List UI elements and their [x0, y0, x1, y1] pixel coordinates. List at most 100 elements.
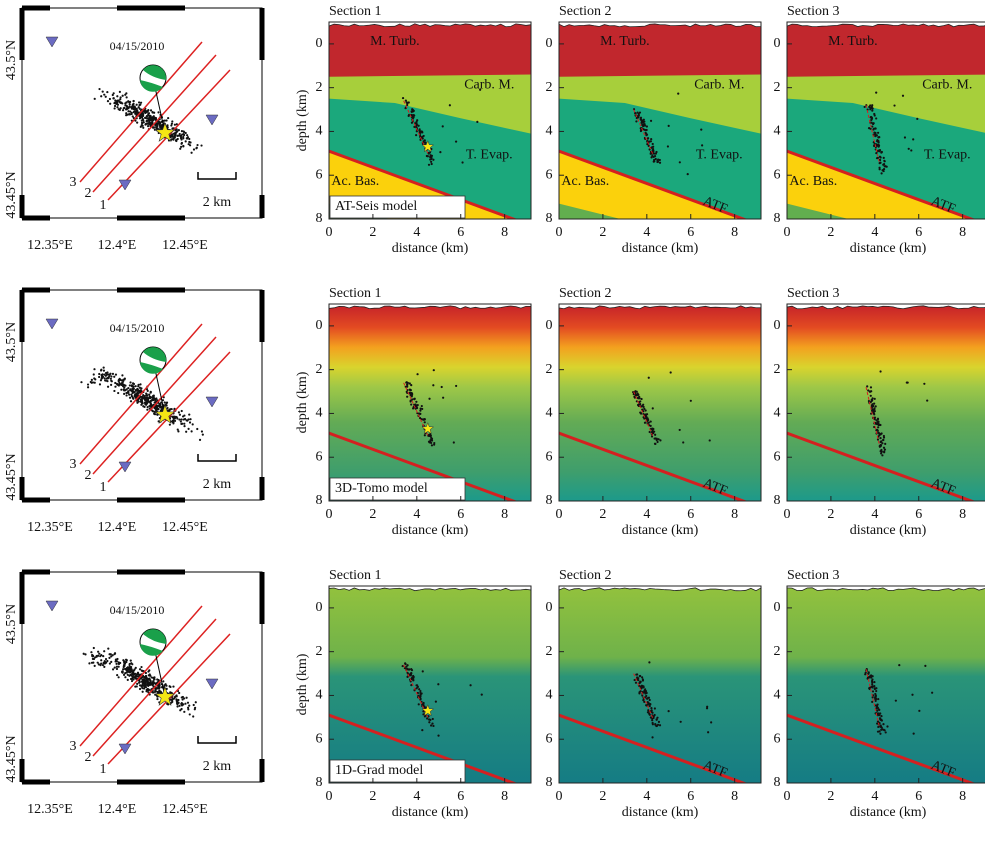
map-event — [174, 134, 177, 137]
event — [883, 451, 886, 454]
map-event — [119, 98, 122, 101]
y-tick-label: 4 — [316, 124, 323, 139]
event — [912, 138, 915, 141]
event — [871, 686, 874, 689]
event — [679, 720, 682, 723]
map-event — [93, 664, 96, 667]
y-tick-label: 2 — [316, 362, 323, 377]
event — [875, 687, 878, 690]
map-event — [200, 430, 204, 433]
map-event — [186, 136, 190, 139]
event — [427, 163, 431, 166]
map-event — [101, 663, 105, 667]
event — [426, 155, 429, 158]
map-event — [149, 682, 152, 685]
map-event — [180, 130, 184, 133]
atf-fault — [559, 713, 748, 783]
layer-label: Carb. M. — [922, 78, 972, 93]
event — [428, 397, 431, 400]
event — [636, 111, 639, 114]
x-tick-label: 8 — [501, 225, 508, 240]
section-title: Section 2 — [559, 4, 612, 19]
event — [641, 678, 644, 681]
event — [658, 158, 661, 162]
event — [407, 114, 410, 117]
map-event — [181, 703, 185, 706]
event — [882, 438, 885, 442]
map-event — [192, 703, 195, 707]
event — [401, 664, 404, 668]
map-event — [149, 390, 152, 393]
layer-label: T. Evap. — [696, 148, 743, 163]
map-event — [117, 676, 120, 679]
x-axis-label: distance (km) — [850, 805, 927, 820]
x-tick-label: 0 — [326, 507, 333, 522]
event — [637, 677, 640, 680]
event — [708, 439, 711, 442]
map-event — [128, 663, 131, 667]
event — [431, 717, 434, 721]
x-tick-label: 0 — [784, 225, 791, 240]
event — [432, 158, 435, 161]
map-event — [147, 112, 151, 115]
event — [869, 394, 872, 397]
event — [873, 680, 876, 684]
event — [419, 407, 422, 410]
lon-tick-label: 12.45°E — [162, 802, 208, 817]
map-event — [146, 405, 149, 409]
plot-frame — [786, 21, 985, 220]
map-event — [141, 682, 144, 685]
x-tick-label: 2 — [369, 507, 376, 522]
event — [410, 403, 413, 406]
map-event — [151, 111, 154, 114]
map-event — [178, 691, 181, 695]
map-event — [104, 95, 107, 98]
event — [883, 729, 886, 732]
event — [635, 120, 638, 123]
map-event — [157, 408, 160, 411]
map-event — [100, 95, 103, 98]
y-tick-label: 2 — [774, 362, 781, 377]
event — [415, 400, 418, 403]
event — [875, 157, 879, 160]
map-event — [135, 103, 138, 106]
map-event — [128, 666, 131, 669]
map-event — [182, 145, 185, 148]
event — [649, 152, 652, 155]
map-event — [160, 124, 163, 127]
map-event — [184, 131, 187, 135]
map-event — [192, 148, 196, 151]
event — [647, 421, 650, 424]
y-tick-label: 4 — [316, 406, 323, 421]
map-event — [91, 654, 95, 657]
event — [880, 715, 883, 718]
layer-red — [787, 22, 985, 77]
map-event — [170, 122, 174, 125]
y-tick-label: 8 — [316, 775, 323, 790]
event — [875, 91, 878, 94]
map-event — [134, 395, 137, 399]
x-tick-label: 8 — [501, 789, 508, 804]
event — [871, 696, 874, 699]
map-event — [186, 419, 189, 422]
map-event — [185, 430, 188, 433]
map-event — [98, 87, 101, 91]
x-axis-label: distance (km) — [392, 523, 469, 538]
map-event — [143, 401, 146, 404]
event — [689, 399, 692, 402]
event — [876, 429, 879, 432]
x-axis-label: distance (km) — [850, 523, 927, 538]
plot-frame — [558, 303, 762, 502]
x-tick-label: 2 — [827, 789, 834, 804]
event — [873, 418, 876, 421]
velocity-field — [787, 304, 985, 501]
plot-frame — [328, 303, 532, 502]
event — [415, 122, 418, 125]
map-event — [142, 396, 145, 399]
map-event — [179, 136, 183, 140]
layer-label: M. Turb. — [370, 34, 419, 49]
x-tick-label: 6 — [457, 789, 464, 804]
map-event — [103, 665, 106, 669]
event — [645, 694, 648, 698]
y-tick-label: 0 — [316, 36, 323, 51]
